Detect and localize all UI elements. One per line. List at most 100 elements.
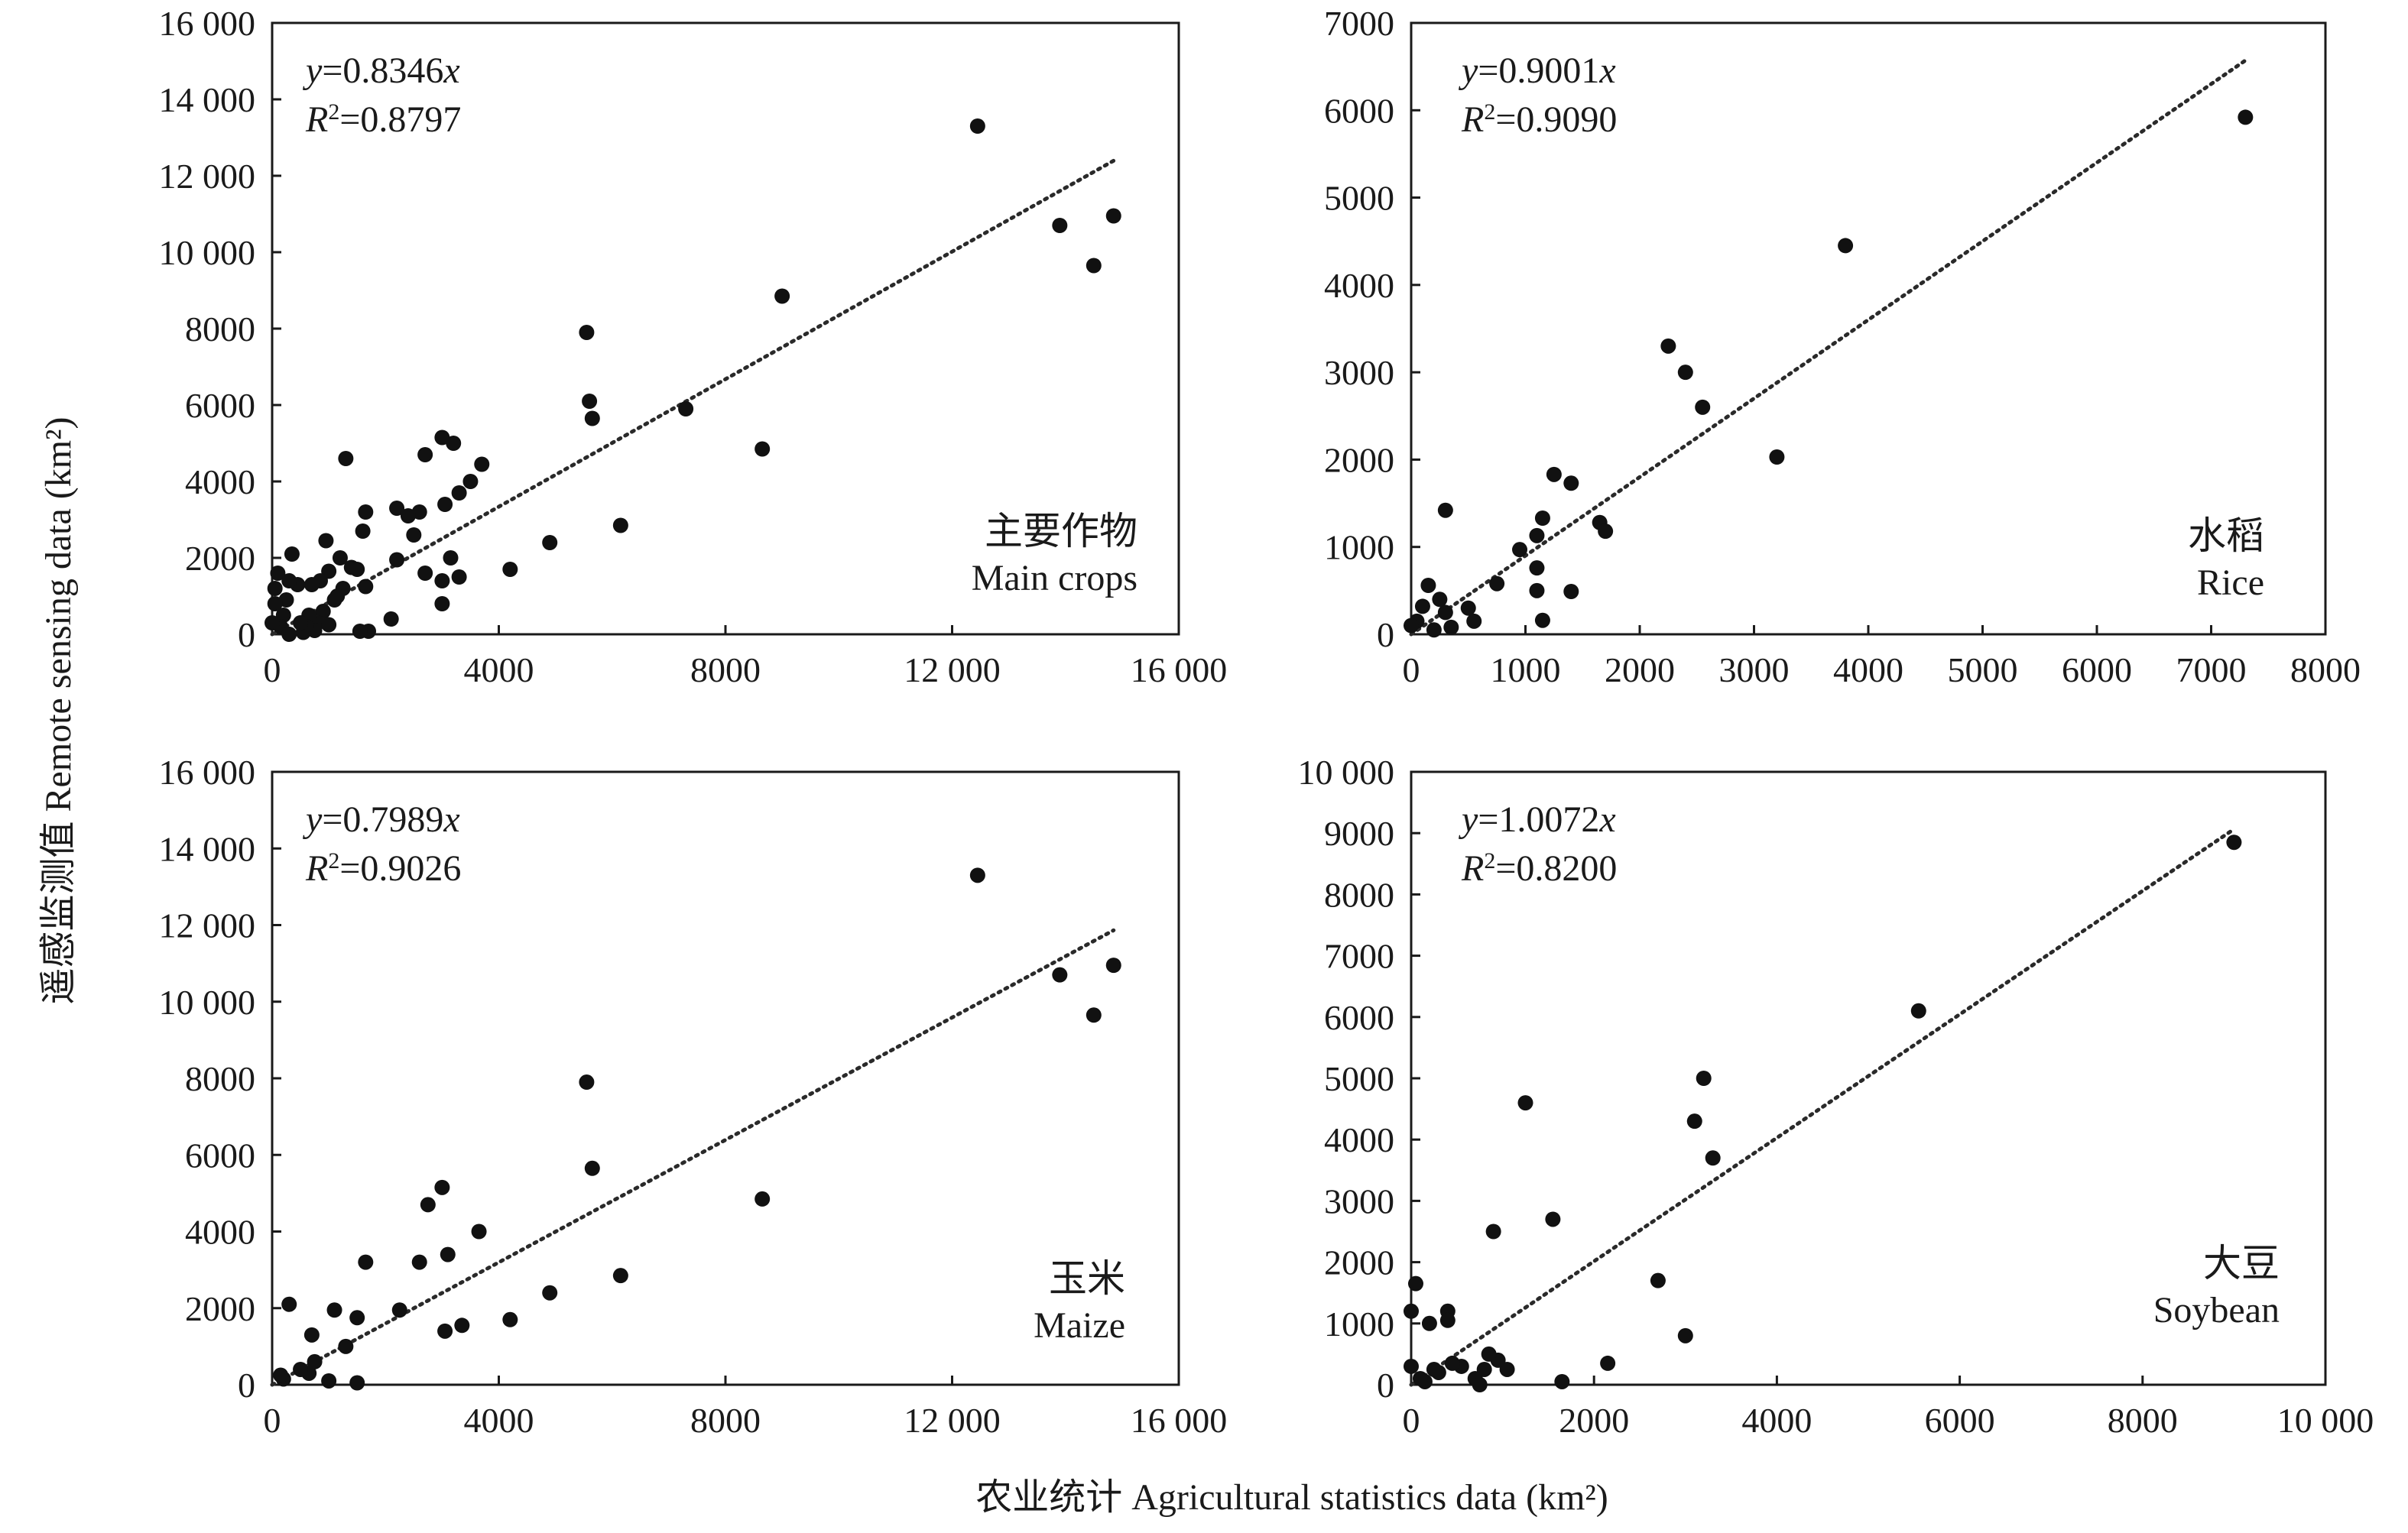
data-point [1412, 1370, 1428, 1386]
y-tick-label: 0 [1377, 615, 1394, 654]
trend-line [1409, 58, 2247, 637]
data-point [273, 1367, 289, 1383]
data-point [1481, 1346, 1497, 1362]
y-tick-label: 2000 [185, 539, 255, 578]
data-point [1052, 967, 1068, 983]
x-tick-label: 6000 [1925, 1401, 1995, 1440]
data-point [774, 288, 790, 304]
data-point [1650, 1272, 1666, 1288]
data-point [437, 1323, 453, 1339]
r-squared-label: R2=0.8797 [305, 99, 461, 141]
x-tick-label: 8000 [690, 1401, 761, 1440]
data-point [264, 615, 280, 630]
data-point [389, 552, 405, 568]
y-tick-label: 1000 [1324, 1305, 1394, 1343]
data-point [1052, 218, 1068, 233]
data-point [281, 627, 297, 642]
data-point [1677, 365, 1693, 381]
data-point [1404, 1358, 1419, 1374]
y-tick-label: 14 000 [159, 80, 256, 119]
data-point [1660, 338, 1676, 354]
y-tick-label: 12 000 [159, 157, 256, 196]
data-point [434, 596, 450, 611]
data-point [1677, 1327, 1693, 1343]
data-point [349, 1375, 365, 1391]
data-point [471, 1223, 487, 1240]
data-point [284, 546, 300, 562]
x-tick-label: 1000 [1491, 650, 1561, 689]
data-point [579, 325, 595, 340]
panel-maize: 0 4000 8000 12 000 16 000 0 2000 4000 6000 8000 10… [159, 753, 1228, 1440]
r-squared-label: R2=0.9090 [1461, 99, 1617, 141]
data-point [1472, 1377, 1488, 1392]
x-tick-label: 2000 [1605, 650, 1675, 689]
data-point [451, 485, 467, 501]
data-point [437, 497, 453, 512]
data-point [1534, 612, 1550, 628]
data-point [332, 550, 348, 566]
data-point [1426, 622, 1442, 638]
data-point [1686, 1113, 1702, 1129]
data-point [1414, 598, 1430, 614]
data-point [417, 447, 433, 462]
data-point [1420, 578, 1436, 593]
data-point [411, 1254, 427, 1270]
y-tick-label: 4000 [185, 462, 255, 501]
data-point [1695, 399, 1711, 415]
equation-label: y=0.9001x [1458, 50, 1616, 91]
data-point [1460, 600, 1476, 616]
data-point [579, 1074, 595, 1091]
trend-line [1409, 827, 2236, 1387]
data-point [451, 569, 467, 585]
y-tick-label: 6000 [185, 1136, 255, 1175]
data-point [1086, 258, 1102, 274]
trend-line [270, 158, 1116, 637]
x-tick-label: 8000 [690, 650, 761, 689]
data-point [474, 456, 490, 472]
data-point [358, 1254, 374, 1270]
y-tick-label: 2000 [185, 1289, 255, 1328]
data-point [358, 579, 374, 595]
equation-label: y=1.0072x [1458, 799, 1616, 840]
panel-main-crops: 0 4000 8000 12 000 16 000 0 2000 4000 6000 8000 10… [159, 4, 1228, 689]
panel-label-en: Main crops [972, 558, 1137, 598]
data-point [612, 517, 628, 533]
data-point [355, 523, 371, 539]
y-tick-label: 10 000 [159, 983, 256, 1022]
data-point [1546, 466, 1562, 482]
data-point [1105, 958, 1121, 974]
data-point [400, 508, 416, 523]
data-point [1517, 1095, 1533, 1111]
data-point [1545, 1211, 1561, 1227]
x-tick-label: 0 [1403, 1401, 1420, 1440]
data-point [321, 1373, 337, 1389]
y-tick-label: 6000 [1324, 998, 1394, 1037]
y-tick-label: 10 000 [1298, 753, 1395, 792]
data-point [275, 608, 291, 623]
data-point [584, 410, 600, 426]
data-point [420, 1197, 436, 1213]
data-point [1437, 604, 1453, 621]
panel-label-cn: 水稻 [2188, 514, 2264, 557]
data-point [542, 1285, 558, 1301]
data-point [1466, 613, 1482, 629]
x-tick-label: 4000 [1741, 1401, 1812, 1440]
data-point [1534, 510, 1550, 526]
data-point [391, 1302, 407, 1318]
data-point [969, 867, 985, 883]
data-point [755, 1191, 771, 1207]
panel-soybean: 0 2000 4000 6000 8000 10 000 0 1000 2000 3000 4000… [1298, 753, 2374, 1440]
equation-label: y=0.7989x [302, 799, 460, 840]
data-point [349, 1310, 365, 1326]
data-point [1437, 502, 1453, 518]
data-point [326, 1302, 342, 1318]
y-tick-label: 5000 [1324, 1059, 1394, 1098]
data-point [1421, 1315, 1437, 1331]
x-tick-label: 8000 [2108, 1401, 2178, 1440]
data-point [1554, 1373, 1570, 1389]
x-tick-label: 8000 [2290, 650, 2361, 689]
data-point [1838, 238, 1854, 254]
data-point [443, 550, 459, 566]
panel-label-en: Soybean [2153, 1290, 2280, 1330]
